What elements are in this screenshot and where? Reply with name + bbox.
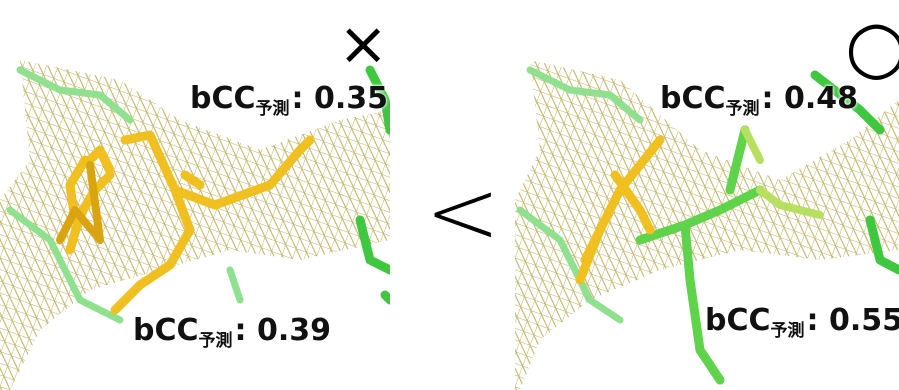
metric: bCC	[190, 81, 256, 116]
comparison-symbol: <	[425, 168, 500, 258]
bad-mark: ×	[338, 14, 388, 74]
score: : 0.39	[235, 313, 331, 348]
good-mark: ○	[845, 10, 899, 82]
metric: bCC	[660, 81, 726, 116]
score: : 0.55	[807, 303, 899, 338]
metric-sub: 予測	[199, 331, 233, 351]
score: : 0.35	[292, 81, 388, 116]
metric-sub: 予測	[256, 99, 290, 119]
score-label: bCC予測: 0.55	[705, 306, 899, 340]
score: : 0.48	[762, 81, 858, 116]
metric: bCC	[133, 313, 199, 348]
metric-sub: 予測	[726, 99, 760, 119]
metric: bCC	[705, 303, 771, 338]
metric-sub: 予測	[771, 321, 805, 341]
score-label: bCC予測: 0.39	[133, 316, 331, 350]
score-label: bCC予測: 0.48	[660, 84, 858, 118]
score-label: bCC予測: 0.35	[190, 84, 388, 118]
page: {"panels": [ {"mark": "×", "labels": [ {…	[0, 0, 899, 390]
